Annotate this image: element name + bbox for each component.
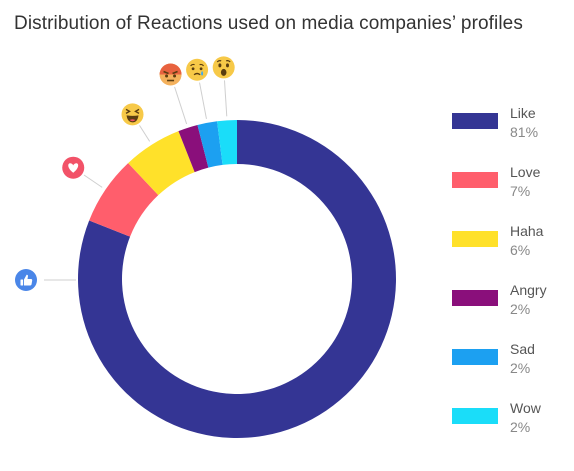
legend-swatch-sad	[452, 349, 498, 365]
love-icon	[62, 156, 85, 179]
leader-line-love	[83, 174, 103, 188]
leader-line-angry	[174, 86, 188, 125]
legend-item-like: Like 81%	[452, 105, 572, 149]
angry-icon	[159, 63, 182, 86]
legend-item-angry: Angry 2%	[452, 282, 572, 326]
legend-item-sad: Sad 2%	[452, 341, 572, 385]
legend-value-love: 7%	[510, 183, 531, 199]
slice-angry	[178, 124, 209, 173]
legend-label-angry: Angry	[510, 282, 547, 298]
legend-swatch-wow	[452, 408, 498, 424]
legend-swatch-like	[452, 113, 498, 129]
haha-icon	[121, 103, 144, 126]
legend-value-haha: 6%	[510, 242, 531, 258]
legend-swatch-love	[452, 172, 498, 188]
wow-icon	[212, 56, 235, 79]
like-icon	[15, 269, 37, 291]
slice-haha	[128, 131, 195, 196]
legend-label-wow: Wow	[510, 400, 541, 416]
legend-value-wow: 2%	[510, 419, 531, 435]
leader-line-wow	[224, 80, 228, 117]
sad-icon	[186, 58, 209, 81]
legend-swatch-haha	[452, 231, 498, 247]
leader-line-sad	[199, 82, 207, 119]
slice-sad	[197, 121, 223, 168]
legend-item-love: Love 7%	[452, 164, 572, 208]
chart-title: Distribution of Reactions used on media …	[14, 13, 523, 34]
leader-line-haha	[139, 125, 151, 142]
legend-label-like: Like	[510, 105, 536, 121]
legend-value-sad: 2%	[510, 360, 531, 376]
legend-value-angry: 2%	[510, 301, 531, 317]
legend-label-haha: Haha	[510, 223, 544, 239]
legend-label-love: Love	[510, 164, 541, 180]
legend-item-haha: Haha 6%	[452, 223, 572, 267]
legend-swatch-angry	[452, 290, 498, 306]
slice-wow	[217, 120, 237, 165]
slice-love	[89, 163, 159, 237]
legend-label-sad: Sad	[510, 341, 535, 357]
legend-item-wow: Wow 2%	[452, 400, 572, 444]
legend-value-like: 81%	[510, 124, 539, 140]
